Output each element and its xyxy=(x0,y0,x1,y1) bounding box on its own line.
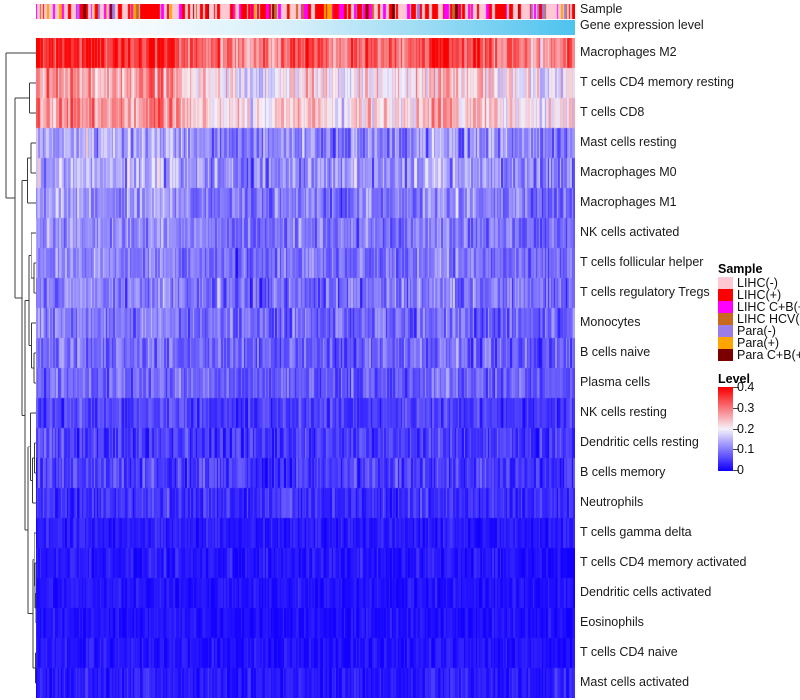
row-label: T cells CD8 xyxy=(580,105,645,119)
row-label: T cells gamma delta xyxy=(580,525,692,539)
legend-color-swatch xyxy=(718,289,733,301)
sample-legend-item: Para(-) xyxy=(718,325,800,337)
row-label: T cells regulatory Tregs xyxy=(580,285,710,299)
row-label: NK cells resting xyxy=(580,405,667,419)
sample-legend-label: Para(+) xyxy=(737,336,780,350)
row-label: T cells CD4 naive xyxy=(580,645,678,659)
sample-legend-items: LIHC(-)LIHC(+)LIHC C+B(+)LIHC HCV(-)Para… xyxy=(718,277,800,361)
legend-color-swatch xyxy=(718,301,733,313)
sample-annotation-bar xyxy=(36,4,575,19)
legend-color-swatch xyxy=(718,337,733,349)
row-label: B cells naive xyxy=(580,345,651,359)
colorbar-tick-label: 0.2 xyxy=(737,422,755,436)
row-label: T cells follicular helper xyxy=(580,255,704,269)
legend-color-swatch xyxy=(718,277,733,289)
colorbar-tick xyxy=(733,408,739,409)
row-dendrogram xyxy=(0,38,37,698)
row-label: B cells memory xyxy=(580,465,666,479)
gene-expression-annotation-label: Gene expression level xyxy=(580,18,704,32)
level-colorbar-wrap: 0.4 0.3 0.2 0.1 0 xyxy=(718,381,800,476)
colorbar-tick xyxy=(733,387,739,388)
sample-legend-label: LIHC(-) xyxy=(737,276,778,290)
row-label: Mast cells activated xyxy=(580,675,690,689)
colorbar-tick-label: 0.4 xyxy=(737,380,755,394)
row-label: Monocytes xyxy=(580,315,641,329)
row-label: Macrophages M1 xyxy=(580,195,677,209)
row-label: T cells CD4 memory activated xyxy=(580,555,747,569)
row-label: T cells CD4 memory resting xyxy=(580,75,734,89)
dendrogram-svg xyxy=(5,52,37,684)
colorbar-tick-label: 0.3 xyxy=(737,401,755,415)
sample-legend-item: Para C+B(+) xyxy=(718,349,800,361)
heatmap-matrix xyxy=(36,38,575,698)
gene-expression-annotation-bar xyxy=(36,20,575,35)
row-label: Macrophages M0 xyxy=(580,165,677,179)
sample-legend-item: LIHC HCV(-) xyxy=(718,313,800,325)
row-label: Mast cells resting xyxy=(580,135,677,149)
sample-legend-item: LIHC(+) xyxy=(718,289,800,301)
sample-legend-label: LIHC HCV(-) xyxy=(737,312,800,326)
level-colorbar xyxy=(718,387,733,471)
legend-panel: Sample LIHC(-)LIHC(+)LIHC C+B(+)LIHC HCV… xyxy=(718,262,800,476)
colorbar-tick xyxy=(733,470,739,471)
level-legend: Level 0.4 0.3 0.2 0.1 0 xyxy=(718,372,800,476)
sample-legend-label: Para(-) xyxy=(737,324,776,338)
row-label: Plasma cells xyxy=(580,375,651,389)
row-label-column: Macrophages M2 T cells CD4 memory resting… xyxy=(580,38,795,698)
colorbar-tick-label: 0.1 xyxy=(737,442,755,456)
sample-legend-title: Sample xyxy=(718,262,763,276)
sample-legend-item: Para(+) xyxy=(718,337,800,349)
row-label: NK cells activated xyxy=(580,225,680,239)
row-label: Dendritic cells resting xyxy=(580,435,699,449)
colorbar-tick xyxy=(733,429,739,430)
colorbar-tick xyxy=(733,449,739,450)
level-legend-title: Level xyxy=(718,372,750,386)
row-label: Dendritic cells activated xyxy=(580,585,712,599)
row-label: Neutrophils xyxy=(580,495,644,509)
row-label: Macrophages M2 xyxy=(580,45,677,59)
sample-legend-label: LIHC C+B(+) xyxy=(737,300,800,314)
row-label: Eosinophils xyxy=(580,615,644,629)
sample-annotation-label: Sample xyxy=(580,2,623,16)
colorbar-tick-label: 0 xyxy=(737,463,744,477)
legend-color-swatch xyxy=(718,313,733,325)
sample-legend-label: LIHC(+) xyxy=(737,288,782,302)
legend-color-swatch xyxy=(718,349,733,361)
legend-color-swatch xyxy=(718,325,733,337)
sample-legend-label: Para C+B(+) xyxy=(737,348,800,362)
sample-legend-item: LIHC(-) xyxy=(718,277,800,289)
sample-legend-item: LIHC C+B(+) xyxy=(718,301,800,313)
